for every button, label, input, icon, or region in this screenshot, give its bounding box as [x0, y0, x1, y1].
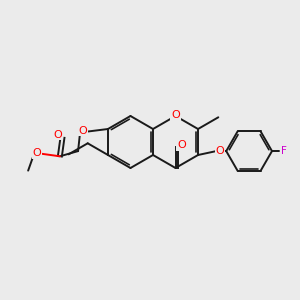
Text: O: O — [79, 126, 88, 136]
Text: O: O — [177, 140, 186, 150]
Text: O: O — [171, 110, 180, 120]
Text: O: O — [53, 130, 62, 140]
Text: O: O — [33, 148, 41, 158]
Text: O: O — [216, 146, 225, 156]
Text: F: F — [281, 146, 287, 156]
